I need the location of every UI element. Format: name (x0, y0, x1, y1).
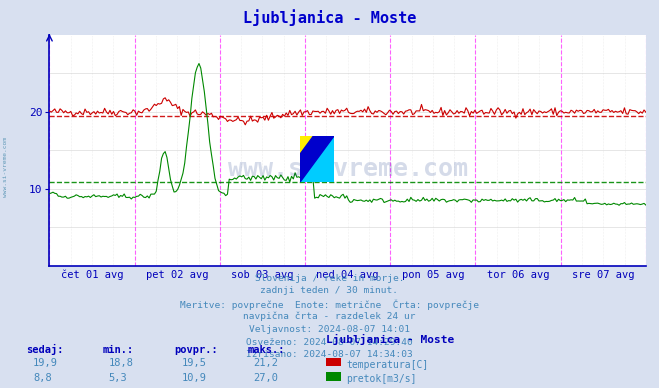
Text: Meritve: povprečne  Enote: metrične  Črta: povprečje: Meritve: povprečne Enote: metrične Črta:… (180, 299, 479, 310)
Text: zadnji teden / 30 minut.: zadnji teden / 30 minut. (260, 286, 399, 295)
Text: temperatura[C]: temperatura[C] (346, 360, 428, 370)
Text: www.si-vreme.com: www.si-vreme.com (227, 157, 468, 181)
Text: Ljubljanica - Moste: Ljubljanica - Moste (326, 334, 455, 345)
Text: navpična črta - razdelek 24 ur: navpična črta - razdelek 24 ur (243, 312, 416, 321)
Text: 21,2: 21,2 (254, 358, 279, 368)
Text: 27,0: 27,0 (254, 373, 279, 383)
Text: Veljavnost: 2024-08-07 14:01: Veljavnost: 2024-08-07 14:01 (249, 325, 410, 334)
Text: min.:: min.: (102, 345, 133, 355)
Text: 10,9: 10,9 (181, 373, 206, 383)
Text: 19,5: 19,5 (181, 358, 206, 368)
Text: Ljubljanica - Moste: Ljubljanica - Moste (243, 9, 416, 26)
Text: povpr.:: povpr.: (175, 345, 218, 355)
Polygon shape (300, 136, 334, 182)
Text: Osveženo: 2024-08-07 14:29:40: Osveženo: 2024-08-07 14:29:40 (246, 338, 413, 346)
Text: 19,9: 19,9 (33, 358, 58, 368)
Text: 5,3: 5,3 (109, 373, 127, 383)
Text: 8,8: 8,8 (33, 373, 51, 383)
Text: sedaj:: sedaj: (26, 344, 64, 355)
Polygon shape (300, 136, 334, 182)
Text: maks.:: maks.: (247, 345, 285, 355)
Text: Izrisano: 2024-08-07 14:34:03: Izrisano: 2024-08-07 14:34:03 (246, 350, 413, 359)
Text: www.si-vreme.com: www.si-vreme.com (3, 137, 8, 197)
Text: Slovenija / reke in morje.: Slovenija / reke in morje. (255, 274, 404, 282)
Text: 18,8: 18,8 (109, 358, 134, 368)
Text: pretok[m3/s]: pretok[m3/s] (346, 374, 416, 385)
